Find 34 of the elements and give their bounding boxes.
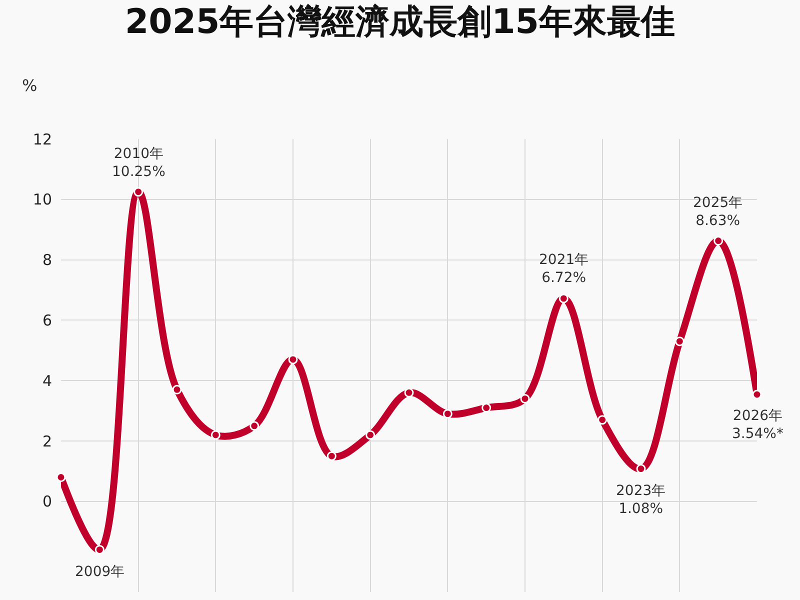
point — [366, 430, 376, 440]
annotation: 2023年 1.08% — [616, 483, 666, 518]
annotation: 2021年 6.72% — [539, 252, 589, 286]
annotation: 2009年 — [75, 564, 125, 580]
point — [714, 236, 724, 246]
point — [598, 415, 608, 425]
point — [520, 394, 530, 404]
point — [288, 354, 298, 364]
annotation: 2010年 10.25% — [112, 146, 166, 180]
y-tick-label: 6 — [42, 311, 52, 330]
point — [442, 409, 452, 419]
point — [94, 544, 104, 554]
y-tick-label: 0 — [42, 492, 52, 511]
point — [558, 294, 568, 304]
y-tick-label: 12 — [32, 130, 52, 148]
annotation: 2025年 8.63% — [693, 195, 743, 230]
point — [636, 464, 646, 474]
point — [134, 187, 144, 197]
y-tick-label: 4 — [42, 372, 52, 390]
annotation: 2026年 3.54%* — [732, 408, 784, 442]
y-tick-label: 2 — [42, 432, 52, 450]
point — [56, 472, 66, 482]
point — [404, 388, 414, 398]
point — [752, 390, 762, 400]
point — [674, 336, 684, 346]
point — [250, 421, 260, 431]
point — [210, 430, 220, 440]
point — [172, 384, 182, 394]
y-tick-label: 8 — [42, 251, 52, 270]
y-tick-label: 10 — [32, 190, 52, 209]
y-axis-title: % — [22, 76, 38, 95]
point — [326, 451, 336, 461]
chart-title: 2025年台灣經濟成長創15年來最佳 — [125, 2, 675, 42]
point — [482, 403, 492, 413]
